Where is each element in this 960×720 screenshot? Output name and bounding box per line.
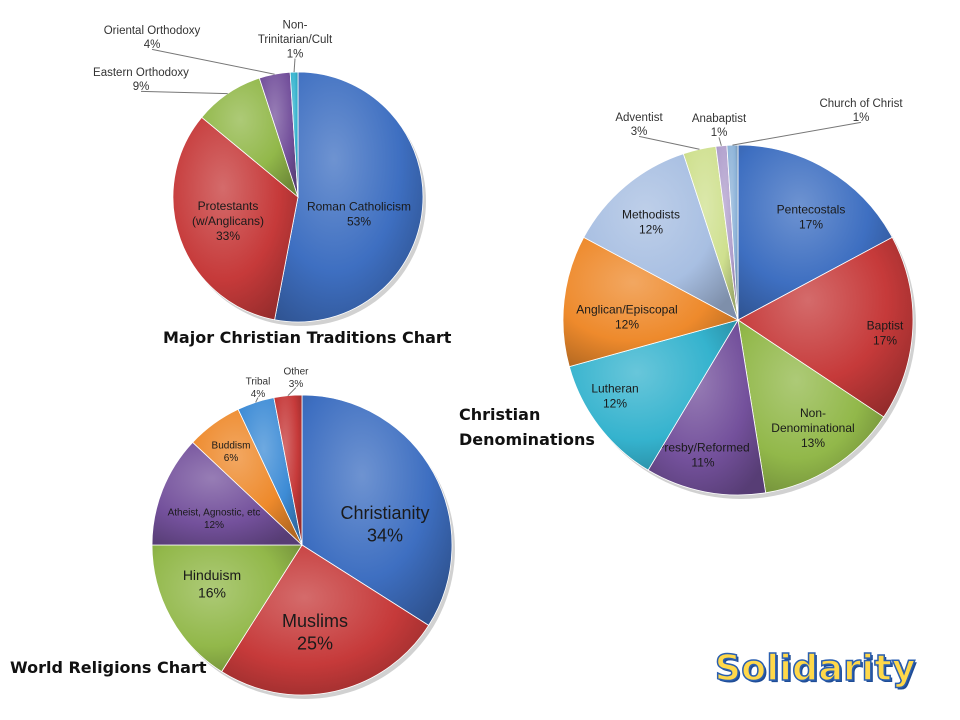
slice-label: Muslims 25% xyxy=(282,611,348,654)
brand-logo-text: Solidarity xyxy=(714,647,916,690)
leader-line xyxy=(718,137,722,146)
pie-slice xyxy=(737,319,885,494)
pie-slice xyxy=(737,236,914,418)
slice-label: Anabaptist 1% xyxy=(692,113,747,139)
leader-line xyxy=(287,387,297,397)
chart-title-denominations-word: Denominations xyxy=(459,430,595,449)
chart-title-major-traditions: Major Christian Traditions Chart xyxy=(163,328,452,347)
slice-label: Church of Christ 1% xyxy=(819,98,903,124)
slice-label: Non-Trinitarian/Cult 1% xyxy=(258,20,333,61)
slice-label: Presby/Reformed 11% xyxy=(656,441,749,470)
slice-label: Roman Catholicism 53% xyxy=(307,200,411,229)
slice-label: Adventist 3% xyxy=(615,112,663,138)
leader-line xyxy=(293,58,296,73)
slice-label: Pentecostals 17% xyxy=(777,203,846,232)
slice-label: Anglican/Episcopal 12% xyxy=(576,303,677,332)
pie-slice xyxy=(274,71,424,323)
pie-slice xyxy=(568,319,739,471)
chart-title-world-religions: World Religions Chart xyxy=(10,658,207,677)
pie-slice xyxy=(172,116,299,321)
pie-slice xyxy=(737,144,893,321)
pie-slice xyxy=(151,544,303,673)
chart-title-denominations-word: Christian xyxy=(459,405,541,424)
leader-line xyxy=(732,121,862,146)
pie-slice xyxy=(647,318,767,496)
slice-label: Christianity 34% xyxy=(340,503,429,546)
slice-label: Buddism 6% xyxy=(212,440,251,464)
pie-slice xyxy=(289,71,299,198)
slice-label: Lutheran 12% xyxy=(591,382,638,411)
slice-label: Tribal 4% xyxy=(246,376,271,400)
pie-slice xyxy=(583,153,739,321)
slice-label: Eastern Orthodoxy 9% xyxy=(93,67,189,93)
pie-chart-2: Pentecostals 17% Baptist 17% Non-Denominatio… xyxy=(562,98,916,499)
leader-line xyxy=(638,135,700,150)
slice-label: Non-Denominational 13% xyxy=(771,406,854,450)
slice-label: Atheist, Agnostic, etc 12% xyxy=(168,507,261,531)
pie-slice xyxy=(301,394,453,626)
chart-title-denominations: Christian Denominations xyxy=(459,402,595,452)
leader-line xyxy=(255,397,259,403)
slice-label: Baptist 17% xyxy=(867,319,904,348)
slice-label: Oriental Orthodoxy 4% xyxy=(104,25,201,51)
slice-label: Hinduism 16% xyxy=(183,567,241,601)
pie-slice xyxy=(562,236,740,368)
leader-line xyxy=(140,90,228,95)
pie-chart-3: Christianity 34% Muslims 25% Hinduism 16% Athe… xyxy=(151,366,455,699)
pie-slice xyxy=(151,441,304,546)
leader-line xyxy=(151,48,275,75)
slice-label: Other 3% xyxy=(283,366,309,390)
pie-chart-1: Roman Catholicism 53% Protestants (w/Anglic… xyxy=(93,20,426,326)
pie-slice xyxy=(221,544,430,696)
slice-label: Protestants (w/Anglicans) 33% xyxy=(192,199,264,243)
slice-label: Methodists 12% xyxy=(622,208,680,237)
